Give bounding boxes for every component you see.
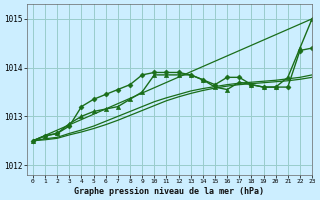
X-axis label: Graphe pression niveau de la mer (hPa): Graphe pression niveau de la mer (hPa) bbox=[75, 187, 264, 196]
